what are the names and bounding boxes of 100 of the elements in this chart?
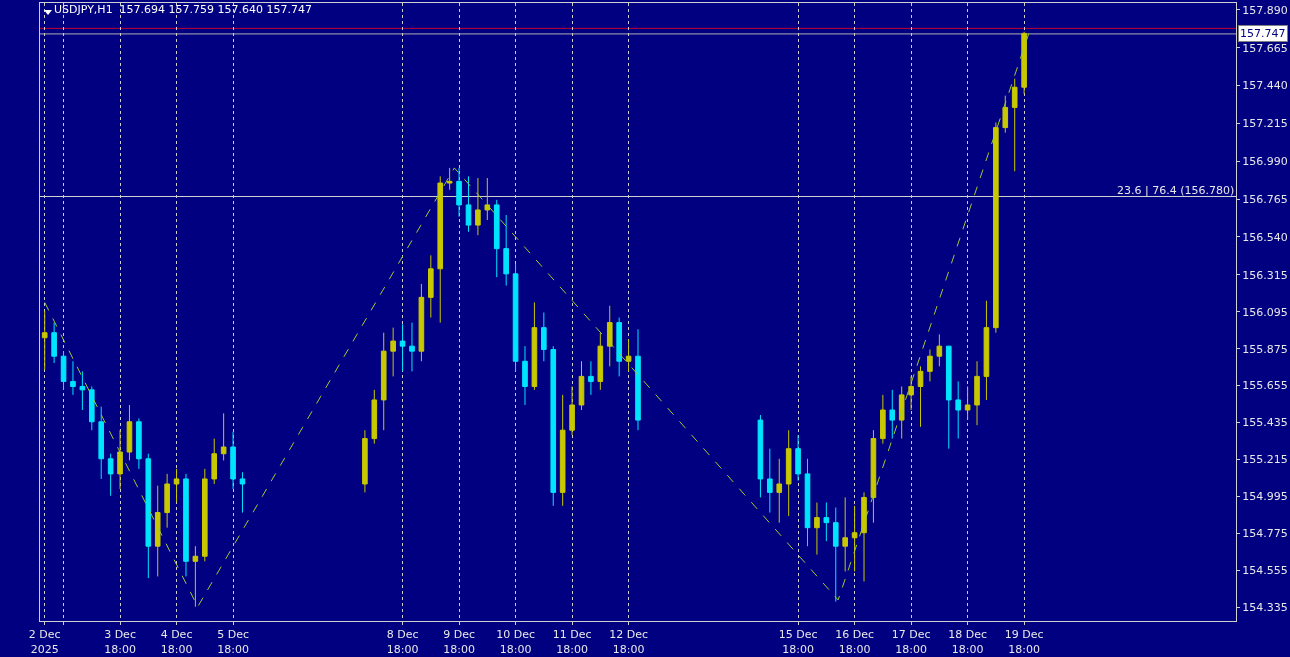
y-tick-label: 157.890 [1242,3,1288,17]
candlestick [409,322,415,372]
y-tick-label: 156.095 [1242,305,1288,319]
candlestick [79,370,86,411]
x-tick-label: 5 Dec 18:00 [217,628,249,656]
candlestick [531,301,538,391]
candlestick [88,385,95,431]
candlestick [851,505,858,572]
candlestick [362,429,368,493]
y-tick-label: 155.215 [1242,453,1288,467]
y-tick-label: 156.765 [1242,192,1288,206]
candlestick [993,122,999,334]
candlestick [230,431,236,490]
candlestick [380,332,387,431]
ref-line-label: 157.747 [1240,27,1286,40]
candlestick [823,501,830,542]
candlestick [418,283,425,362]
candlestick [832,507,839,603]
candlestick [522,345,528,406]
candlestick [399,323,406,372]
candlestick [578,360,585,411]
candlestick [588,360,594,396]
candlestick [1011,78,1018,172]
candlestick [512,263,519,372]
candlestick [183,473,189,577]
candlestick [757,414,764,498]
candlestick [136,417,142,470]
candlestick [126,404,133,461]
x-tick-label: 18 Dec 18:00 [948,628,987,656]
x-tick-label: 4 Dec 18:00 [160,628,193,656]
candlestick [785,429,792,517]
candlestick [804,458,811,547]
candlestick [767,448,773,514]
candlestick [936,333,943,367]
y-tick-label: 155.655 [1242,379,1288,393]
x-tick-label: 17 Dec 18:00 [891,628,931,656]
candlestick [211,438,218,485]
x-tick-label: 8 Dec 18:00 [386,628,419,656]
candlestick [60,350,67,391]
candlestick [606,305,613,367]
y-tick-label: 154.995 [1242,490,1288,504]
candlestick [983,300,990,401]
candlestick [880,394,886,445]
candlestick [371,389,378,445]
candlestick [456,167,462,218]
y-tick-label: 156.315 [1242,268,1288,282]
candlestick [974,360,980,426]
candlestick [635,328,641,431]
candlestick [917,365,924,428]
candlestick [484,177,491,221]
x-tick-label: 3 Dec 18:00 [104,628,136,656]
y-tick-label: 155.435 [1242,416,1288,430]
candlestick [625,338,632,372]
candlestick [842,496,848,572]
candlestick [541,312,547,362]
candlestick [239,471,246,514]
y-tick-label: 157.215 [1242,117,1288,131]
candlestick [390,327,396,377]
y-tick-label: 157.440 [1242,79,1288,93]
candlestick [955,380,961,440]
candlestick [51,322,57,364]
candlestick [550,345,557,507]
line-series [44,32,1030,608]
candlestick [192,545,199,608]
candlestick [428,254,434,319]
candlestick [1021,31,1027,95]
candlestick [559,394,566,507]
candlestick [446,167,453,191]
candlestick [437,175,444,324]
candlestick [597,332,604,391]
y-tick-label: 154.555 [1242,564,1288,578]
candlestick [908,375,914,411]
candlestick [117,429,123,490]
candlestick [107,453,114,497]
candlestick [41,310,48,371]
candlestick [145,453,152,579]
x-tick-label: 2 Dec 2025 [28,628,61,656]
candlestick [465,175,472,233]
candlestick [70,360,76,396]
candlestick [569,385,575,436]
ref-line-label: 23.6 | 76.4 (156.780) [1117,184,1235,197]
candlestick [889,389,896,440]
candlestick [795,434,801,482]
x-tick-label: 11 Dec 18:00 [552,628,592,656]
candlestick [154,485,161,577]
candlestick [1002,95,1009,134]
y-tick-label: 154.775 [1242,527,1288,541]
candlestick [616,317,622,377]
x-tick-label: 12 Dec 18:00 [609,628,648,656]
candlestick [776,458,783,524]
candlestick [503,214,509,287]
candlestick [861,491,867,582]
x-tick-label: 9 Dec 18:00 [443,628,475,656]
y-tick-label: 156.990 [1242,155,1288,169]
candlestick [945,345,952,450]
candlestick [220,412,227,461]
candlestick [870,429,877,524]
candlestick [493,199,500,278]
y-tick-label: 156.540 [1242,230,1288,244]
candlestick [173,468,180,503]
